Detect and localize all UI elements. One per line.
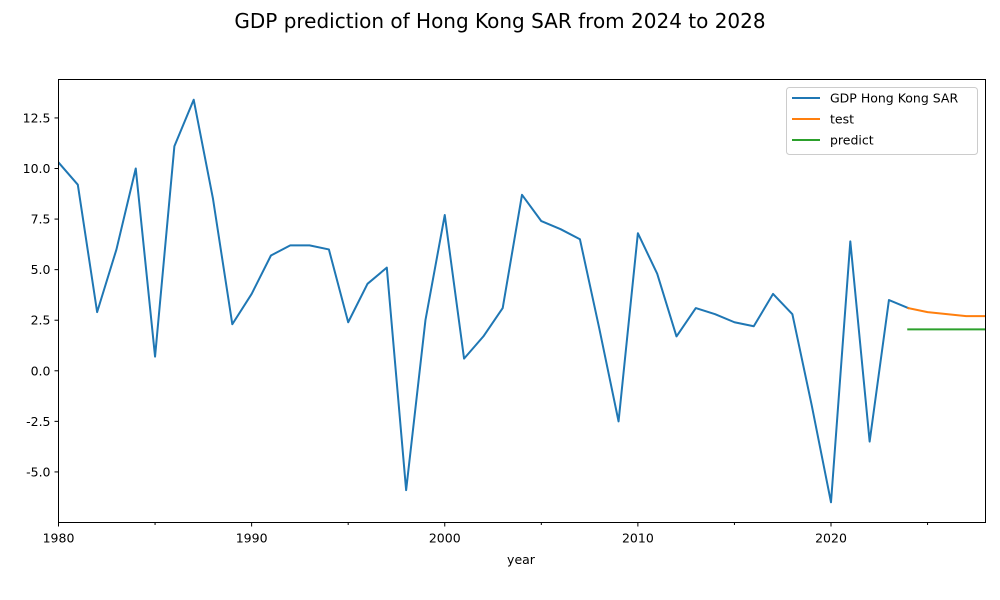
y-tick-label: 5.0 xyxy=(31,262,51,277)
x-tick-label: 2010 xyxy=(622,531,654,546)
y-tick-label: 12.5 xyxy=(23,110,51,125)
y-tick-label: 7.5 xyxy=(31,212,51,227)
legend-box xyxy=(786,87,978,155)
x-tick-label: 2000 xyxy=(429,531,461,546)
series-line-1 xyxy=(58,98,910,504)
chart-title: GDP prediction of Hong Kong SAR from 202… xyxy=(234,9,765,33)
x-tick-label: 1990 xyxy=(236,531,268,546)
y-tick-label: -5.0 xyxy=(26,464,50,479)
y-tick-label: 10.0 xyxy=(23,161,51,176)
x-axis-ticks: 1980 1990 2000 2010 2020 xyxy=(43,522,929,546)
y-tick-label: 0.0 xyxy=(31,363,51,378)
legend-label-2: test xyxy=(830,112,854,127)
legend: GDP Hong Kong SAR test predict xyxy=(786,87,978,155)
legend-label-1: GDP Hong Kong SAR xyxy=(830,91,958,106)
x-axis-label: year xyxy=(507,552,536,567)
y-tick-label: 2.5 xyxy=(31,313,51,328)
y-axis-ticks: -5.0 -2.5 0.0 2.5 5.0 7.5 10.0 12.5 xyxy=(23,110,59,479)
plot-lines xyxy=(58,98,986,504)
plot-frame xyxy=(58,79,986,523)
y-tick-label: -2.5 xyxy=(26,414,50,429)
x-tick-label: 1980 xyxy=(43,531,75,546)
legend-label-3: predict xyxy=(830,133,874,148)
x-tick-label: 2020 xyxy=(815,531,847,546)
series-line-2 xyxy=(907,306,986,318)
